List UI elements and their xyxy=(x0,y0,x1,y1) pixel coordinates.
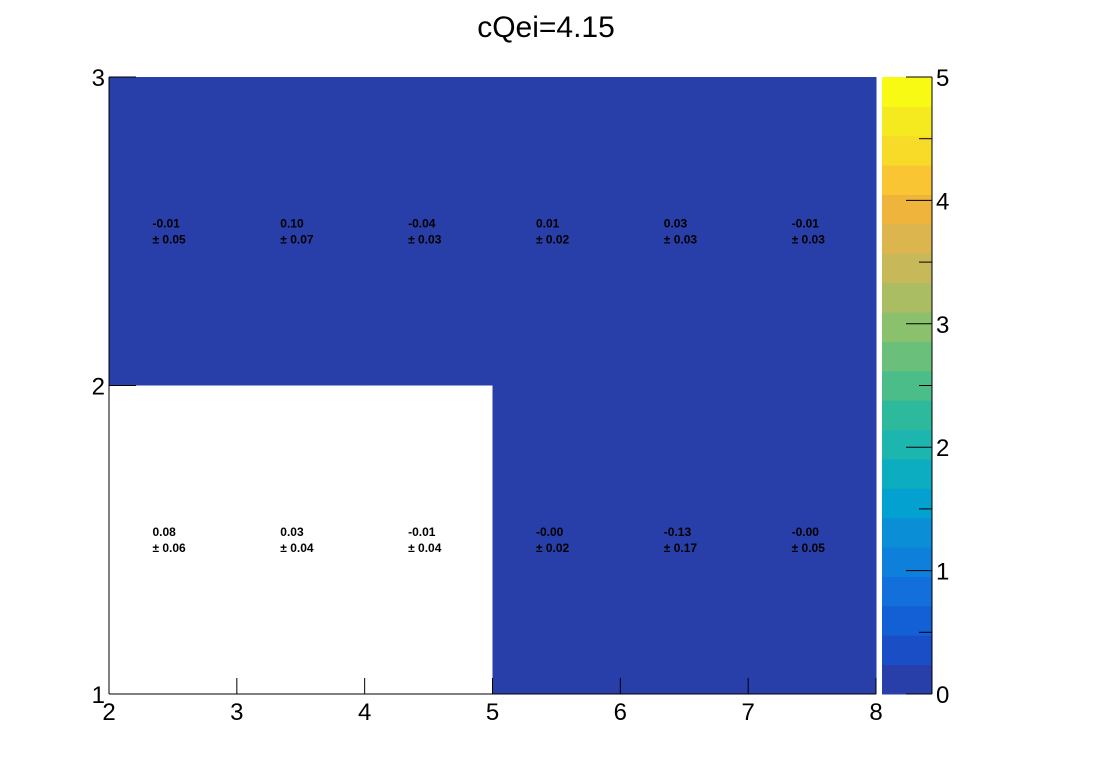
cell-error-label: ± 0.03 xyxy=(408,232,442,246)
cell-error-label: ± 0.03 xyxy=(664,232,698,246)
cell-error-label: ± 0.04 xyxy=(408,541,442,555)
cell-error-label: ± 0.07 xyxy=(280,232,314,246)
palette-tick-label: 2 xyxy=(936,435,949,462)
palette-swatch xyxy=(882,341,932,372)
heatmap-cell xyxy=(620,77,749,386)
color-scale: 0 1 2 3 4 5 xyxy=(882,65,949,709)
chart-title: cQei=4.15 xyxy=(477,11,615,44)
palette-tick-label: 5 xyxy=(936,65,949,92)
palette-swatch xyxy=(882,282,932,313)
palette-swatch xyxy=(882,223,932,254)
cell-error-label: ± 0.06 xyxy=(152,541,186,555)
cell-error-label: ± 0.02 xyxy=(536,541,570,555)
palette-swatch xyxy=(882,253,932,284)
palette-swatch xyxy=(882,194,932,225)
palette-swatch xyxy=(882,165,932,196)
palette-tick-label: 4 xyxy=(936,188,949,215)
cell-value-label: 0.03 xyxy=(664,216,688,230)
cell-value-label: -0.01 xyxy=(152,216,180,230)
palette-swatch xyxy=(882,400,932,431)
palette-swatch xyxy=(882,106,932,137)
palette-swatch xyxy=(882,664,932,695)
cell-error-label: ± 0.17 xyxy=(664,541,698,555)
cell-value-label: -0.00 xyxy=(792,525,820,539)
heatmap-cell-empty xyxy=(364,385,493,694)
palette-swatch xyxy=(882,135,932,166)
heatmap-cell xyxy=(620,385,749,695)
x-tick-label: 6 xyxy=(614,699,627,726)
cell-value-label: 0.01 xyxy=(536,216,560,230)
x-tick-label: 7 xyxy=(741,699,754,726)
x-tick-label: 3 xyxy=(230,699,243,726)
heatmap-cell xyxy=(109,77,238,386)
y-tick-label: 3 xyxy=(92,65,105,92)
cell-value-label: -0.01 xyxy=(792,216,820,230)
palette-swatch xyxy=(882,635,932,666)
heatmap-cell xyxy=(492,77,621,386)
y-tick-label: 2 xyxy=(92,374,105,401)
palette-tick-label: 3 xyxy=(936,312,949,339)
palette-swatch xyxy=(882,488,932,519)
cell-value-label: 0.08 xyxy=(152,525,176,539)
palette-swatch xyxy=(882,576,932,607)
cell-value-label: -0.00 xyxy=(536,525,564,539)
cell-value-label: -0.01 xyxy=(408,525,436,539)
palette-swatch xyxy=(882,547,932,577)
x-tick-label: 5 xyxy=(486,699,499,726)
cell-error-label: ± 0.02 xyxy=(536,232,570,246)
cell-error-label: ± 0.05 xyxy=(792,541,826,555)
palette-swatch xyxy=(882,312,932,342)
x-tick-label: 2 xyxy=(102,699,115,726)
x-tick-label: 8 xyxy=(869,699,882,726)
palette-tick-label: 0 xyxy=(936,682,949,709)
y-tick-label: 1 xyxy=(92,682,105,709)
cell-error-label: ± 0.05 xyxy=(152,232,186,246)
heatmap-cell xyxy=(364,77,493,386)
cell-value-label: -0.04 xyxy=(408,216,436,230)
heatmap-cell-empty xyxy=(109,385,237,694)
heatmap-cells xyxy=(109,77,877,695)
heatmap-cell xyxy=(492,385,621,695)
heatmap-cell xyxy=(748,77,877,386)
palette-tick-label: 1 xyxy=(936,559,949,586)
palette-swatch xyxy=(882,605,932,636)
heatmap-cell xyxy=(748,385,877,695)
cell-error-label: ± 0.04 xyxy=(280,541,314,555)
palette-swatch xyxy=(882,77,932,107)
palette-swatch xyxy=(882,458,932,489)
palette-swatch xyxy=(882,517,932,548)
cell-value-label: -0.13 xyxy=(664,525,692,539)
cell-value-label: 0.10 xyxy=(280,216,304,230)
palette-swatch xyxy=(882,429,932,460)
cell-error-label: ± 0.03 xyxy=(792,232,826,246)
heatmap-cell xyxy=(236,77,366,386)
cell-labels: -0.01 ± 0.05 0.10 ± 0.07 -0.04 ± 0.03 0.01 ± 0.… xyxy=(152,216,825,555)
x-tick-label: 4 xyxy=(358,699,371,726)
heatmap-cell-empty xyxy=(236,385,365,694)
cell-value-label: 0.03 xyxy=(280,525,304,539)
